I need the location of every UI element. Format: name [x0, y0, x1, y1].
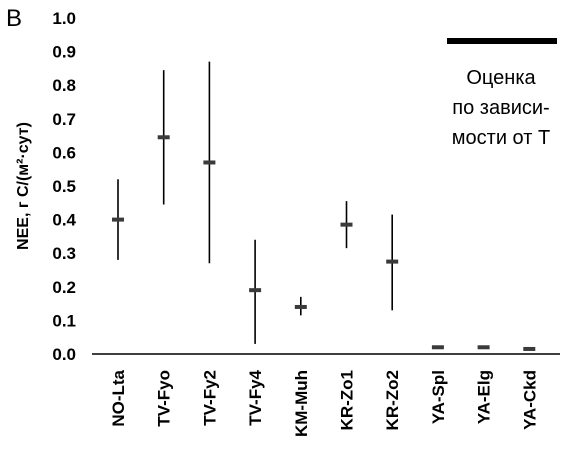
y-tick-label: 1.0: [52, 9, 76, 28]
x-axis-labels: NO-Lta TV-Fyo TV-Fy2 TV-Fy4 KM-Muh KR-Zo1 KR-Z…: [109, 369, 539, 437]
x-category-label: TV-Fy4: [246, 369, 265, 425]
y-axis-label: NEE, г С/(м²·сут): [15, 122, 32, 250]
x-category-label: YA-Ckd: [520, 370, 539, 430]
legend-text: по зависи-: [452, 97, 549, 119]
x-category-label: KR-Zo2: [383, 370, 402, 430]
x-category-label: TV-Fyo: [155, 370, 174, 427]
x-category-label: KR-Zo1: [338, 370, 357, 430]
y-tick-label: 0.7: [52, 110, 76, 129]
y-tick-label: 0.6: [52, 143, 76, 162]
y-tick-label: 0.9: [52, 43, 76, 62]
plot-area: [92, 61, 560, 355]
legend: Оценка по зависи-мости от Т: [447, 38, 557, 149]
x-category-label: YA-Spl: [429, 370, 448, 424]
y-tick-label: 0.3: [52, 244, 76, 263]
y-tick-label: 0.4: [52, 211, 76, 230]
x-category-label: KM-Muh: [292, 370, 311, 437]
y-tick-label: 0.2: [52, 278, 76, 297]
y-tick-label: 0.8: [52, 76, 76, 95]
legend-text: Оценка: [466, 67, 536, 89]
y-tick-label: 0.0: [52, 345, 76, 364]
x-category-label: NO-Lta: [109, 369, 128, 426]
legend-text: мости от Т: [452, 127, 550, 149]
y-axis-ticks: 0.0 0.1 0.2 0.3 0.4 0.5 0.6 0.7 0.8 0.9 1.0: [52, 9, 76, 364]
x-category-label: YA-Elg: [475, 370, 494, 424]
y-tick-label: 0.1: [52, 311, 76, 330]
panel-label: B: [6, 5, 22, 32]
x-category-label: TV-Fy2: [200, 370, 219, 426]
y-tick-label: 0.5: [52, 177, 76, 196]
